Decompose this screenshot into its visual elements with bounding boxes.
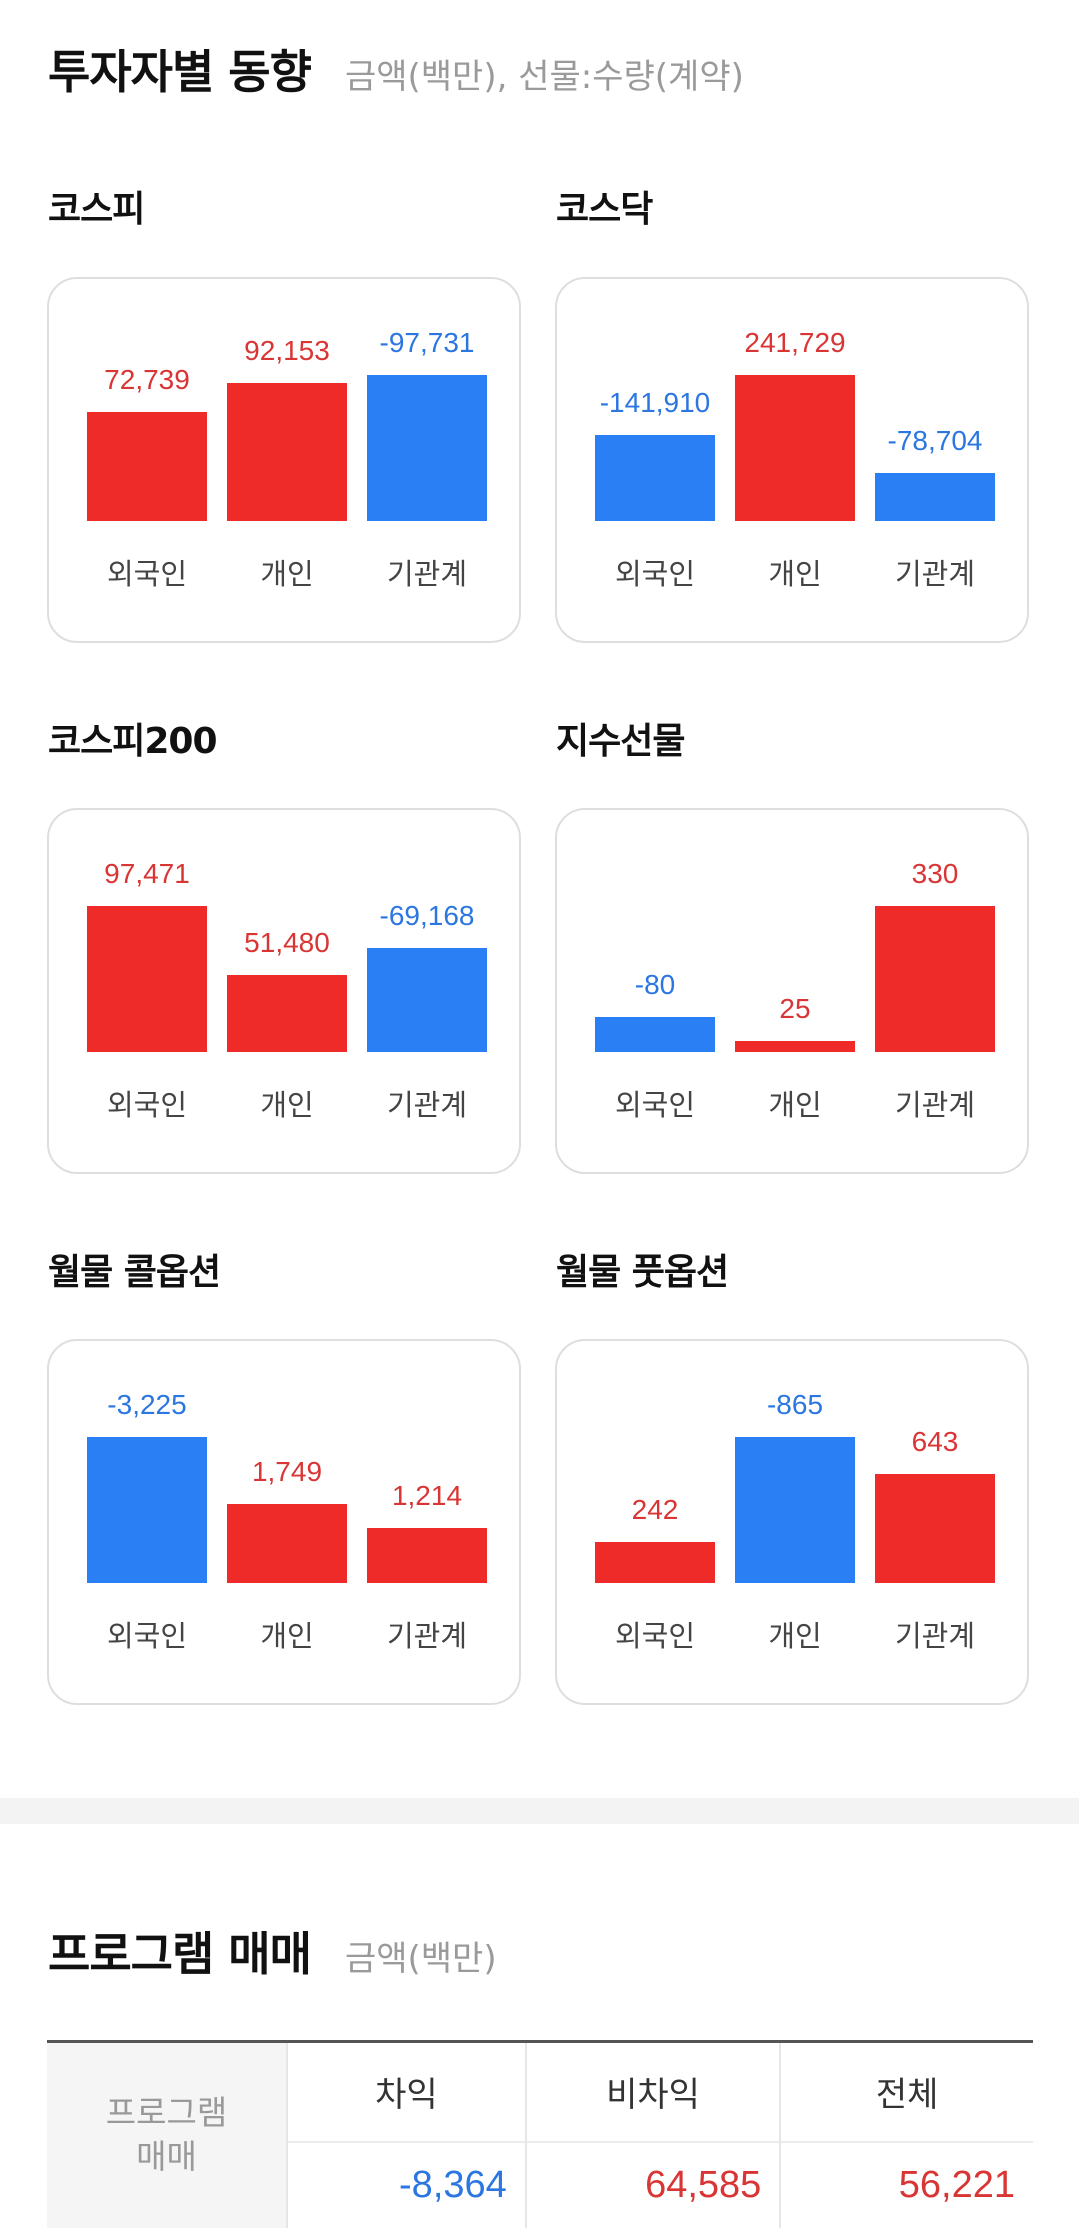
bar-institution [367,948,487,1052]
bar-value-label: -69,168 [379,900,475,931]
program-value-arbitrage: -8,364 [287,2140,527,2228]
section-divider [0,1798,1079,1824]
program-row-label: 프로그램 매매 [47,2041,288,2228]
chart-title-kospi200: 코스피200 [48,721,218,762]
category-label: 개인 [260,1088,314,1122]
bar-foreign [87,412,207,521]
category-label: 외국인 [106,1088,188,1122]
chart-title-kospi: 코스피 [48,189,145,230]
category-label: 외국인 [106,557,188,591]
category-label: 개인 [768,1088,822,1122]
category-label: 개인 [768,557,822,591]
chart-title-index-futures: 지수선물 [556,721,685,762]
investor-section-subtitle: 금액(백만), 선물:수량(계약) [344,57,744,97]
category-label: 외국인 [106,1619,188,1653]
bar-foreign [87,906,207,1052]
category-label: 기관계 [386,1088,468,1122]
bar-foreign [595,1542,715,1583]
bar-value-label: 1,214 [391,1480,463,1511]
chart-title-put-options: 월물 풋옵션 [556,1252,729,1293]
bar-institution [367,375,487,521]
bar-institution [367,1528,487,1583]
investor-section-header: 투자자별 동향 금액(백만), 선물:수량(계약) [48,36,744,102]
bar-value-label: 72,739 [104,364,190,395]
program-trading-table: 프로그램 매매 차익 비차익 전체 -8,364 64,585 56,221 [47,2040,1033,2228]
bar-value-label: 643 [911,1426,959,1457]
program-value-total: 56,221 [780,2140,1033,2228]
chart-title-kosdaq: 코스닥 [556,189,653,230]
bar-foreign [87,1437,207,1583]
bar-value-label: 92,153 [244,335,330,366]
program-section-title: 프로그램 매매 [48,1927,312,1981]
bar-chart-put-options: 242 외국인 -865 개인 643 기관계 [557,1341,1031,1707]
bar-individual [735,1437,855,1583]
program-header-non-arbitrage: 비차익 [525,2041,782,2142]
bar-value-label: -97,731 [379,327,475,358]
bar-value-label: 51,480 [244,927,330,958]
bar-institution [875,1474,995,1583]
category-label: 기관계 [386,1619,468,1653]
bar-value-label: 25 [779,993,811,1024]
program-section-subtitle: 금액(백만) [344,1939,497,1979]
category-label: 개인 [260,557,314,591]
bar-individual [227,1504,347,1583]
bar-chart-index-futures: -80 외국인 25 개인 330 기관계 [557,810,1031,1176]
bar-chart-call-options: -3,225 외국인 1,749 개인 1,214 기관계 [49,1341,523,1707]
bar-chart-kospi200: 97,471 외국인 51,480 개인 -69,168 기관계 [49,810,523,1176]
program-section-header: 프로그램 매매 금액(백만) [48,1918,497,1984]
chart-card-kospi200[interactable]: 97,471 외국인 51,480 개인 -69,168 기관계 [47,808,521,1174]
program-row-label-text: 프로그램 매매 [105,2093,228,2177]
bar-value-label: 97,471 [104,858,190,889]
category-label: 기관계 [386,557,468,591]
bar-foreign [595,435,715,521]
bar-value-label: 1,749 [251,1456,323,1487]
program-header-total: 전체 [875,2075,939,2116]
bar-value-label: 330 [911,858,959,889]
chart-card-call-options[interactable]: -3,225 외국인 1,749 개인 1,214 기관계 [47,1339,521,1705]
bar-chart-kospi: 72,739 외국인 92,153 개인 -97,731 기관계 [49,279,523,645]
bar-foreign [595,1017,715,1052]
chart-title-call-options: 월물 콜옵션 [48,1252,221,1293]
category-label: 개인 [768,1619,822,1653]
bar-chart-kosdaq: -141,910 외국인 241,729 개인 -78,704 기관계 [557,279,1031,645]
chart-card-put-options[interactable]: 242 외국인 -865 개인 643 기관계 [555,1339,1029,1705]
bar-value-label: -141,910 [599,387,711,418]
bar-institution [875,906,995,1052]
bar-individual [227,975,347,1052]
investor-section-title: 투자자별 동향 [48,45,312,99]
bar-individual [735,1041,855,1052]
category-label: 기관계 [894,557,976,591]
chart-card-kosdaq[interactable]: -141,910 외국인 241,729 개인 -78,704 기관계 [555,277,1029,643]
bar-value-label: -78,704 [887,425,983,456]
category-label: 외국인 [614,1088,696,1122]
category-label: 기관계 [894,1088,976,1122]
bar-individual [735,375,855,521]
bar-value-label: 242 [631,1494,679,1525]
category-label: 기관계 [894,1619,976,1653]
bar-value-label: -3,225 [107,1389,187,1420]
program-header-arbitrage: 차익 [287,2041,527,2142]
bar-value-label: -865 [766,1389,824,1420]
chart-card-kospi[interactable]: 72,739 외국인 92,153 개인 -97,731 기관계 [47,277,521,643]
bar-institution [875,473,995,521]
program-table-value-row: -8,364 64,585 56,221 [47,2140,1033,2228]
bar-value-label: -80 [634,969,676,1000]
program-value-non-arbitrage: 64,585 [525,2140,782,2228]
program-table-header-row: 프로그램 매매 차익 비차익 전체 [47,2041,1033,2228]
category-label: 개인 [260,1619,314,1653]
bar-individual [227,383,347,521]
chart-card-index-futures[interactable]: -80 외국인 25 개인 330 기관계 [555,808,1029,1174]
category-label: 외국인 [614,557,696,591]
bar-value-label: 241,729 [744,327,846,358]
category-label: 외국인 [614,1619,696,1653]
